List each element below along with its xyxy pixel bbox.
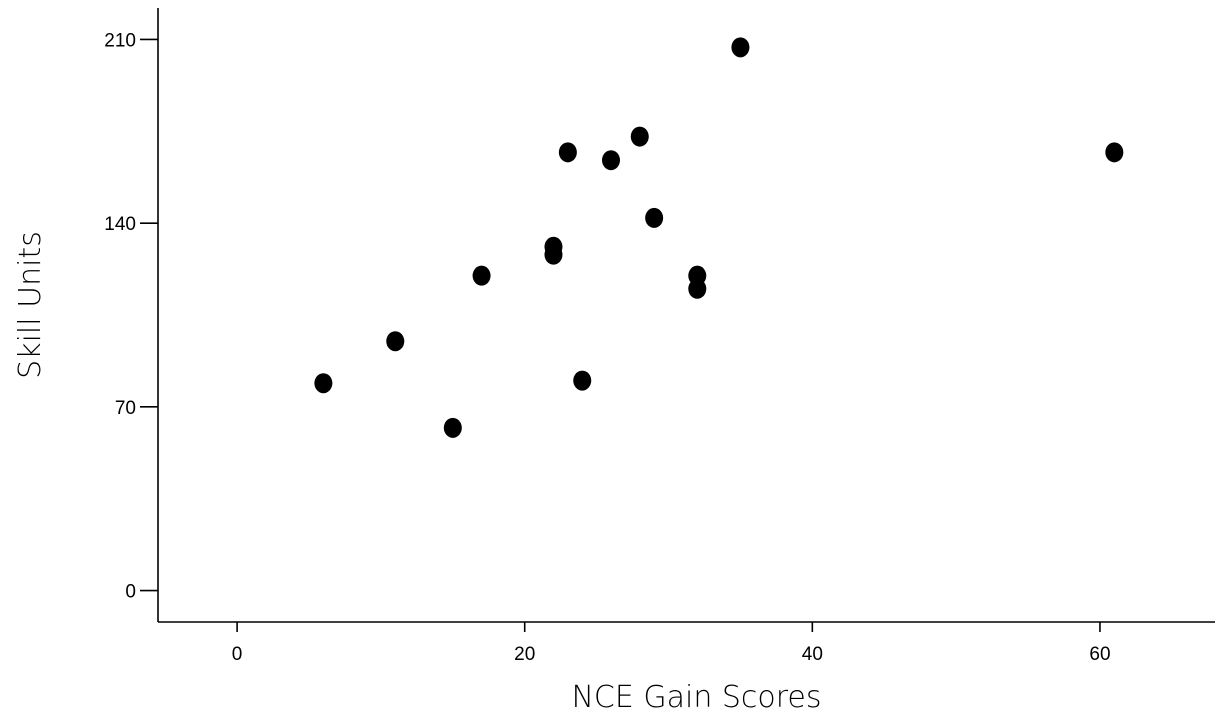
data-point — [544, 244, 563, 265]
x-tick-label: 60 — [1089, 644, 1110, 665]
axes — [157, 8, 1215, 623]
x-axis-title: NCE Gain Scores — [571, 680, 821, 715]
data-point — [630, 126, 649, 147]
data-points — [314, 37, 1124, 438]
x-tick-label: 0 — [232, 644, 243, 665]
x-tick-label: 40 — [802, 644, 823, 665]
y-tick-label: 0 — [125, 582, 136, 603]
y-tick-label: 70 — [115, 398, 136, 419]
y-axis-ticks: 0 70 140 210 — [104, 30, 158, 603]
data-point — [472, 265, 491, 286]
data-point — [558, 142, 577, 163]
data-point — [386, 331, 405, 352]
data-point — [1105, 142, 1124, 163]
data-point — [688, 278, 707, 299]
x-axis-ticks: 0 20 40 60 — [232, 622, 1111, 665]
data-point — [645, 207, 664, 228]
y-axis-title: Skill Units — [13, 231, 48, 379]
data-point — [602, 150, 620, 171]
x-tick-label: 20 — [514, 644, 535, 665]
y-tick-label: 210 — [104, 30, 136, 51]
data-point — [314, 373, 333, 394]
y-tick-label: 140 — [104, 214, 136, 235]
data-point — [731, 37, 750, 58]
data-point — [573, 370, 592, 391]
data-point — [443, 417, 462, 438]
